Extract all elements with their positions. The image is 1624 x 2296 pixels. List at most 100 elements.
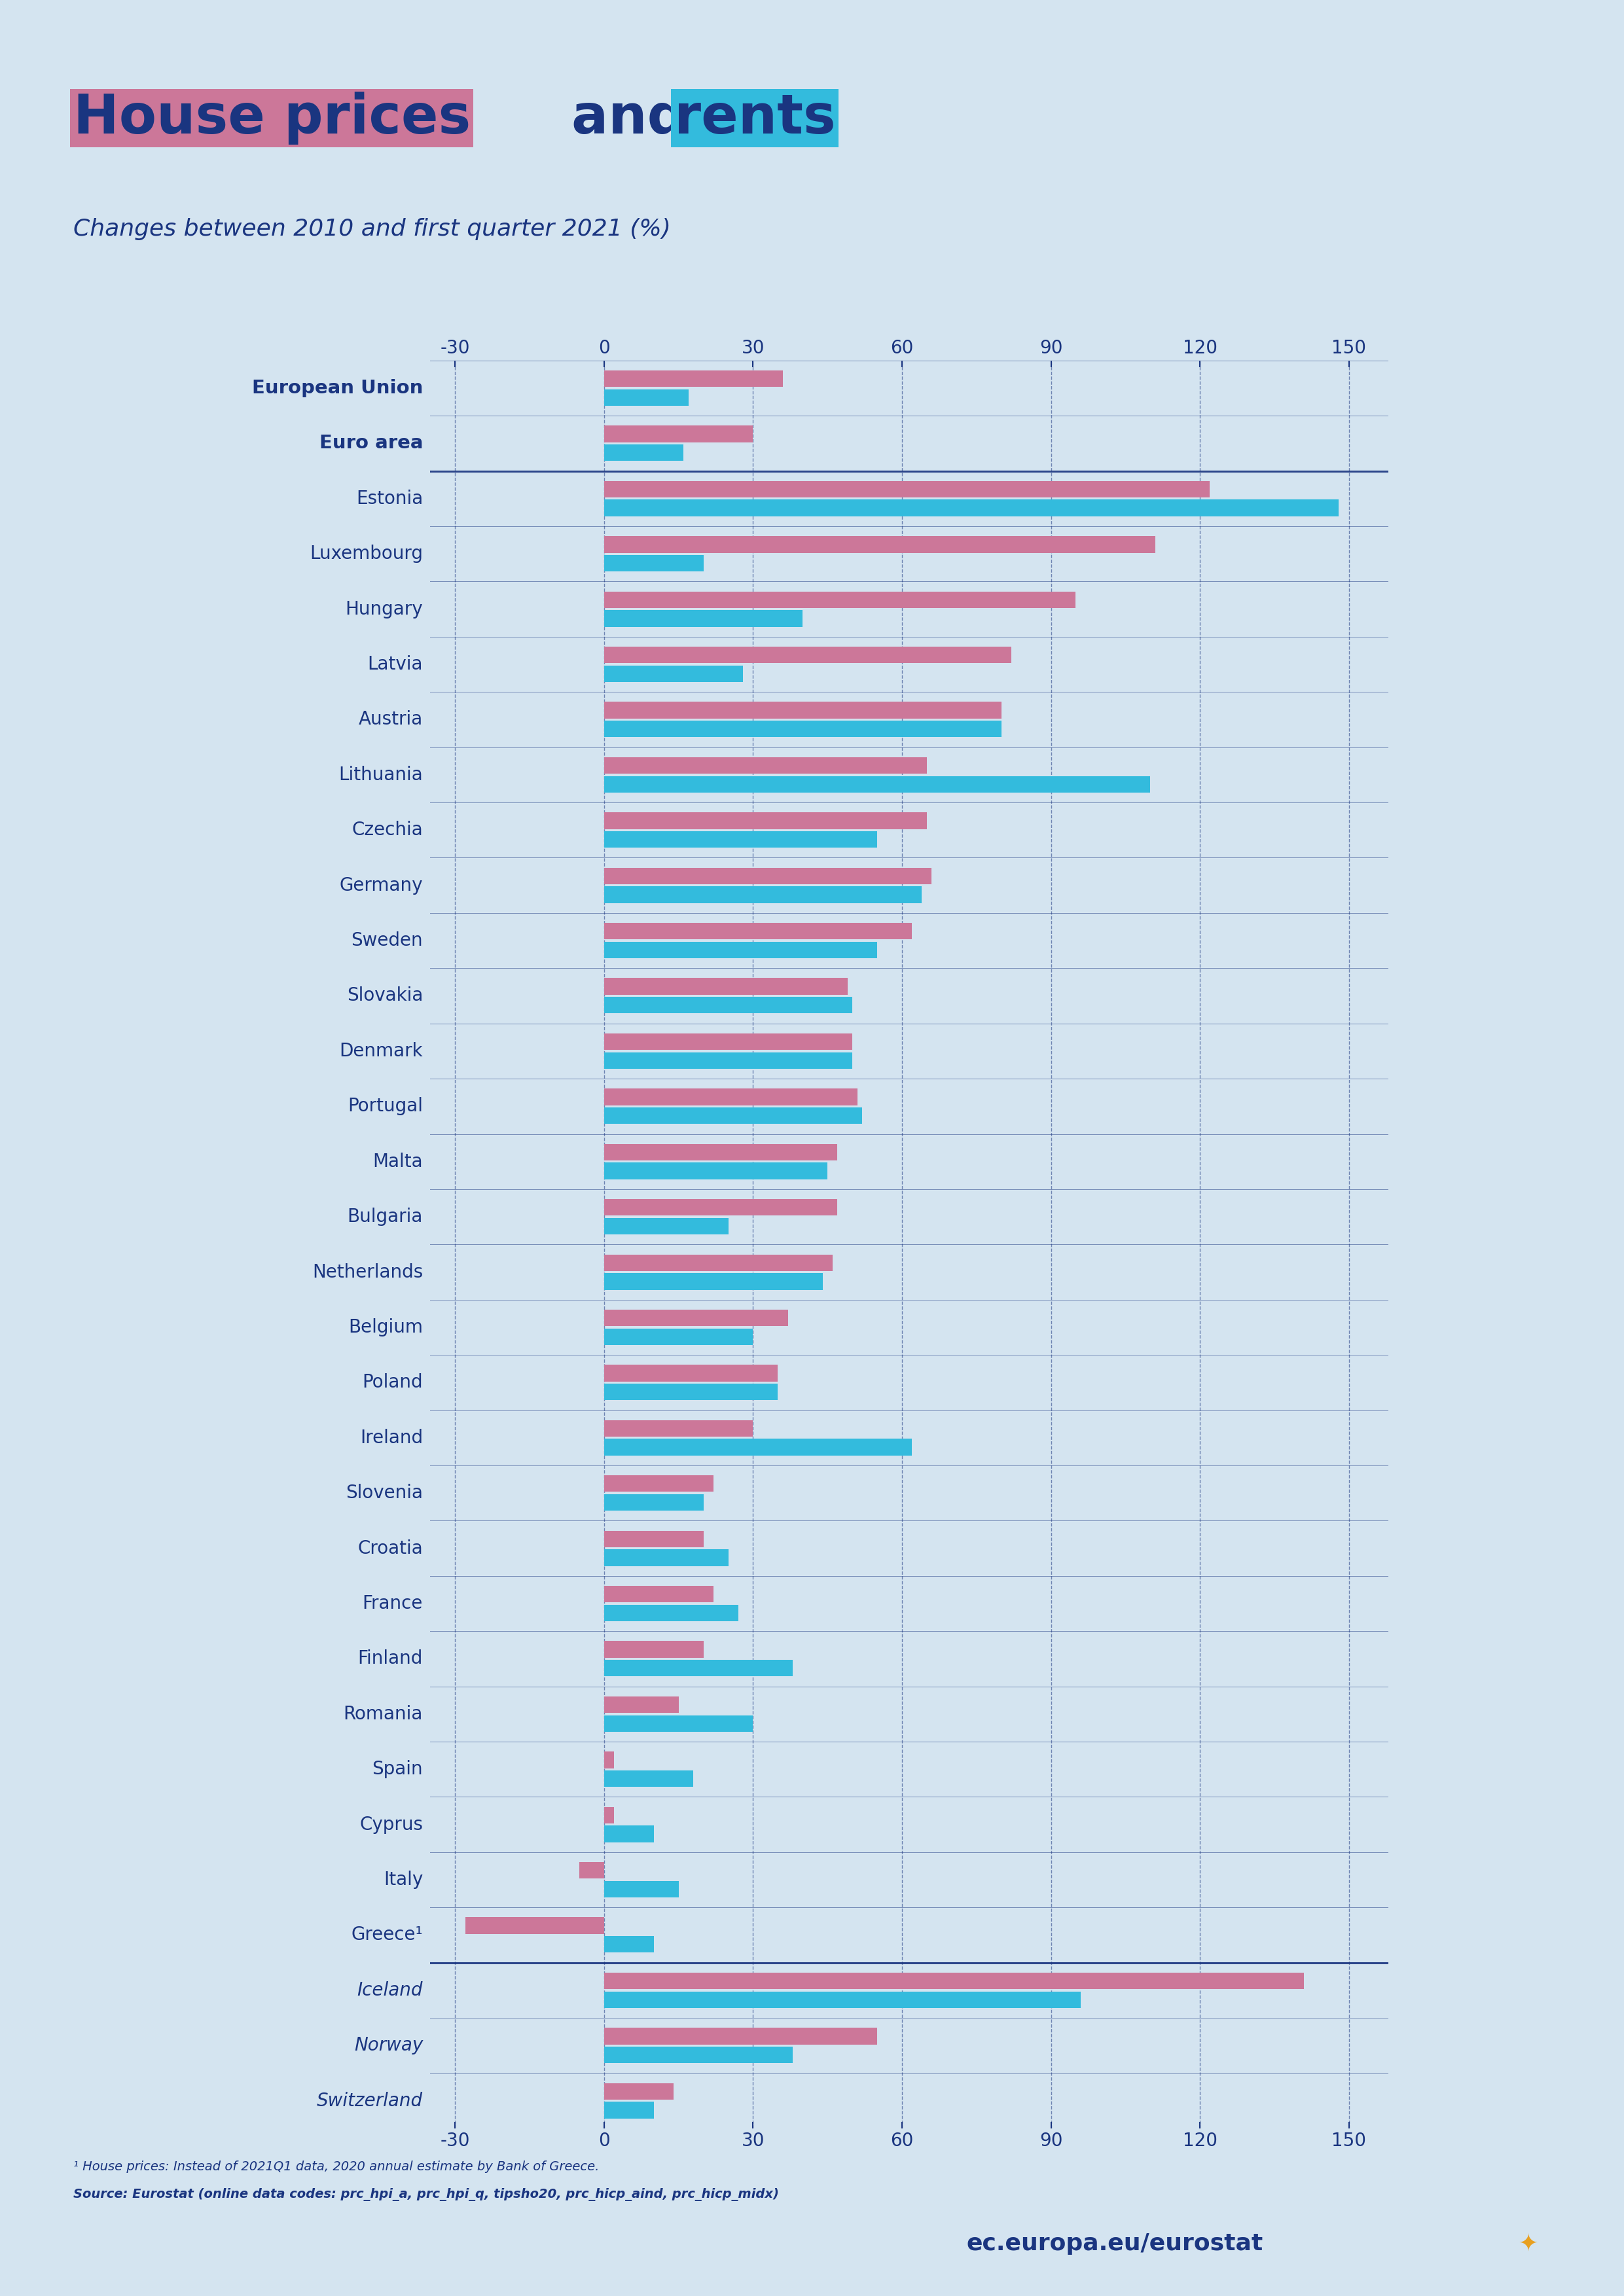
Text: Netherlands: Netherlands (312, 1263, 422, 1281)
Text: Spain: Spain (372, 1761, 422, 1779)
Bar (604, 2027, 877, 2043)
Bar (604, 2046, 793, 2064)
Bar (604, 1274, 823, 1290)
Bar (604, 978, 848, 994)
Bar (604, 611, 802, 627)
Bar (604, 537, 1155, 553)
Text: Latvia: Latvia (367, 654, 422, 673)
Bar (604, 923, 913, 939)
Bar (604, 1364, 778, 1382)
Text: Belgium: Belgium (348, 1318, 422, 1336)
Text: rents: rents (674, 92, 835, 145)
Bar (604, 1217, 728, 1235)
Bar (604, 2101, 654, 2119)
Text: Czechia: Czechia (352, 822, 422, 840)
Text: Cyprus: Cyprus (359, 1816, 422, 1835)
Bar (604, 1309, 788, 1327)
Bar (604, 1052, 853, 1068)
Bar (604, 721, 1002, 737)
Text: France: France (362, 1593, 422, 1612)
Bar (604, 1991, 1080, 2009)
Bar (604, 1162, 828, 1180)
Bar (604, 813, 927, 829)
Text: Norway: Norway (354, 2037, 422, 2055)
Text: Denmark: Denmark (339, 1042, 422, 1061)
Bar (604, 886, 922, 902)
Bar (604, 868, 932, 884)
Bar (604, 1807, 614, 1823)
Text: ec.europa.eu/eurostat: ec.europa.eu/eurostat (966, 2232, 1263, 2255)
Bar (604, 425, 754, 443)
Text: Source: Eurostat (online data codes: prc_hpi_a, prc_hpi_q, tipsho20, prc_hicp_ai: Source: Eurostat (online data codes: prc… (73, 2188, 778, 2202)
Bar (604, 1476, 713, 1492)
Bar (604, 1107, 862, 1125)
Bar (604, 1088, 857, 1104)
Bar (604, 501, 1338, 517)
Bar (604, 666, 744, 682)
Text: Bulgaria: Bulgaria (348, 1208, 422, 1226)
Text: Finland: Finland (357, 1649, 422, 1667)
Bar (604, 1440, 913, 1456)
Bar (604, 1825, 654, 1841)
Bar (604, 703, 1002, 719)
Bar (604, 1384, 778, 1401)
Bar (604, 1605, 739, 1621)
Text: Austria: Austria (359, 709, 422, 728)
Bar (604, 776, 1150, 792)
Bar (604, 1880, 679, 1896)
Text: Switzerland: Switzerland (317, 2092, 422, 2110)
Bar (604, 1697, 679, 1713)
Bar (604, 1421, 754, 1437)
Text: Italy: Italy (383, 1871, 422, 1890)
Text: Greece¹: Greece¹ (351, 1926, 422, 1945)
Text: ¹ House prices: Instead of 2021Q1 data, 2020 annual estimate by Bank of Greece.: ¹ House prices: Instead of 2021Q1 data, … (73, 2161, 599, 2172)
Bar (604, 1254, 833, 1272)
Text: Hungary: Hungary (346, 599, 422, 618)
Text: Slovenia: Slovenia (346, 1483, 422, 1502)
Text: Slovakia: Slovakia (348, 987, 422, 1006)
Text: Luxembourg: Luxembourg (310, 544, 422, 563)
Bar (604, 370, 783, 388)
Text: Changes between 2010 and first quarter 2021 (%): Changes between 2010 and first quarter 2… (73, 218, 671, 241)
Bar (604, 1199, 838, 1215)
Text: Portugal: Portugal (348, 1097, 422, 1116)
Text: ✦: ✦ (1518, 2232, 1538, 2255)
Bar (604, 1660, 793, 1676)
Bar (604, 941, 877, 957)
Text: Lithuania: Lithuania (339, 765, 422, 783)
Bar (604, 1642, 703, 1658)
Bar (604, 2082, 674, 2099)
Bar (604, 1972, 1304, 1988)
Text: Ireland: Ireland (361, 1428, 422, 1446)
Bar (604, 758, 927, 774)
Bar (604, 1715, 754, 1731)
Bar (604, 831, 877, 847)
Bar (604, 1936, 654, 1952)
Bar (604, 1587, 713, 1603)
Text: Germany: Germany (339, 877, 422, 895)
Text: Croatia: Croatia (357, 1538, 422, 1557)
Text: Iceland: Iceland (357, 1981, 422, 2000)
Bar (604, 1143, 838, 1159)
Bar (604, 556, 703, 572)
Bar (604, 1531, 703, 1548)
Text: Estonia: Estonia (356, 489, 422, 507)
Bar (604, 1033, 853, 1049)
Bar (464, 1917, 604, 1933)
Text: Poland: Poland (362, 1373, 422, 1391)
Text: European Union: European Union (252, 379, 422, 397)
Bar (580, 1862, 604, 1878)
Bar (604, 1329, 754, 1345)
Bar (604, 1495, 703, 1511)
Bar (604, 1550, 728, 1566)
Text: and: and (552, 92, 705, 145)
Text: Romania: Romania (343, 1706, 422, 1724)
Bar (604, 592, 1075, 608)
Bar (604, 390, 689, 406)
Bar (604, 1752, 614, 1768)
Bar (604, 996, 853, 1013)
Text: Malta: Malta (374, 1153, 422, 1171)
Text: House prices: House prices (73, 92, 471, 145)
Bar (604, 445, 684, 461)
Text: Euro area: Euro area (320, 434, 422, 452)
